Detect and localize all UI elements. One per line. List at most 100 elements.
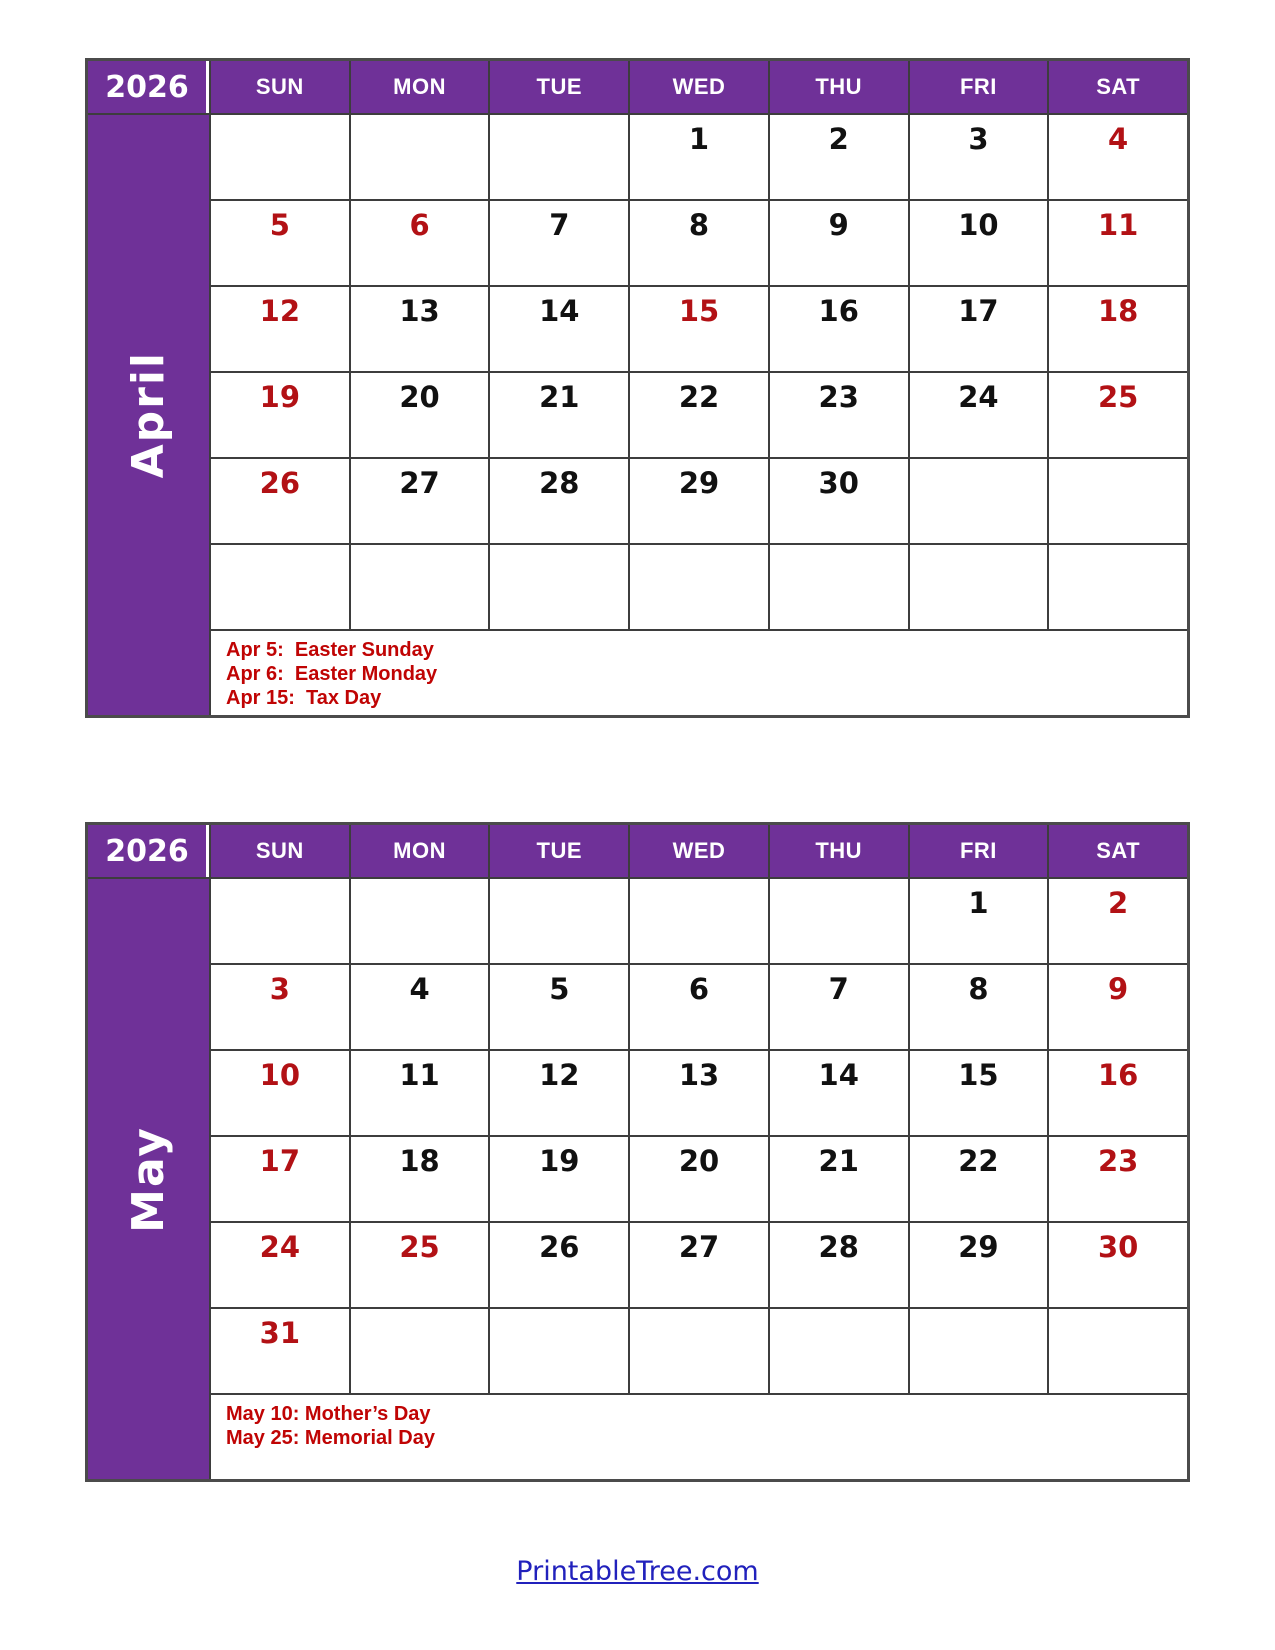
empty-date-cell: [211, 115, 349, 199]
empty-date-cell: [769, 545, 908, 629]
date-number: 6: [409, 208, 430, 242]
date-cell-april-13: 13: [350, 287, 489, 371]
day-header-sat: SAT: [1049, 61, 1187, 113]
date-cell-april-9: 9: [769, 201, 908, 285]
date-cell-may-6: 6: [630, 965, 768, 1049]
date-cell-april-15: 15: [630, 287, 768, 371]
date-number: 10: [958, 208, 999, 242]
day-header-sat: SAT: [1049, 825, 1187, 877]
date-number: 24: [259, 1230, 301, 1264]
month-label-may: May: [123, 1125, 174, 1233]
date-number: 29: [678, 466, 720, 500]
day-header-mon: MON: [350, 61, 489, 113]
date-number: 8: [968, 972, 989, 1006]
date-number: 29: [958, 1230, 999, 1264]
empty-date-cell: [630, 879, 768, 963]
day-header-sun: SUN: [211, 825, 349, 877]
year-badge-april: 2026: [88, 61, 209, 113]
holiday-entry: Apr 15: Tax Day: [226, 687, 382, 709]
date-cell-may-3: 3: [211, 965, 349, 1049]
holiday-notes-may: May 10: Mother’s Day May 25: Memorial Day: [211, 1395, 1187, 1479]
date-number: 22: [958, 1144, 999, 1178]
empty-date-cell: [350, 115, 489, 199]
date-cell-april-5: 5: [211, 201, 349, 285]
date-cell-may-9: 9: [1049, 965, 1187, 1049]
day-header-tue: TUE: [490, 61, 629, 113]
day-header-sun: SUN: [211, 61, 349, 113]
date-number: 4: [409, 972, 430, 1006]
date-cell-may-22: 22: [909, 1137, 1048, 1221]
date-number: 12: [539, 1058, 580, 1092]
month-label-april: April: [123, 351, 174, 479]
date-cell-may-4: 4: [350, 965, 489, 1049]
day-header-wed: WED: [630, 61, 768, 113]
holiday-entry: May 25: Memorial Day: [226, 1427, 435, 1449]
date-number: 7: [549, 208, 570, 242]
date-number: 26: [259, 466, 301, 500]
date-cell-april-3: 3: [909, 115, 1048, 199]
empty-date-cell: [909, 459, 1048, 543]
date-cell-april-25: 25: [1049, 373, 1187, 457]
day-header-thu: THU: [769, 61, 908, 113]
date-cell-april-11: 11: [1049, 201, 1187, 285]
date-number: 14: [539, 294, 580, 328]
empty-date-cell: [211, 545, 349, 629]
date-number: 5: [269, 208, 290, 242]
date-number: 9: [828, 208, 849, 242]
empty-date-cell: [490, 115, 629, 199]
date-number: 4: [1108, 122, 1129, 156]
date-number: 27: [399, 466, 440, 500]
footer-site-link[interactable]: PrintableTree.com: [516, 1556, 759, 1587]
calendars-container: 2026 SUN MON TUE WED THU FRI SAT April 1 2 3 4 5 6 7 8 9 1…: [85, 58, 1190, 1482]
date-cell-may-27: 27: [630, 1223, 768, 1307]
date-number: 3: [269, 972, 290, 1006]
date-cell-may-29: 29: [909, 1223, 1048, 1307]
date-number: 18: [399, 1144, 440, 1178]
empty-date-cell: [1049, 1309, 1187, 1393]
date-number: 25: [1097, 380, 1139, 414]
date-number: 14: [818, 1058, 859, 1092]
year-badge-may: 2026: [88, 825, 209, 877]
date-number: 19: [539, 1144, 580, 1178]
empty-date-cell: [350, 545, 489, 629]
date-number: 1: [688, 122, 710, 156]
date-number: 28: [539, 466, 580, 500]
empty-date-cell: [909, 1309, 1048, 1393]
date-number: 9: [1108, 972, 1129, 1006]
date-number: 13: [678, 1058, 720, 1092]
date-number: 16: [818, 294, 859, 328]
date-cell-april-6: 6: [350, 201, 489, 285]
date-cell-april-26: 26: [211, 459, 349, 543]
day-header-mon: MON: [350, 825, 489, 877]
date-cell-may-15: 15: [909, 1051, 1048, 1135]
date-number: 28: [818, 1230, 859, 1264]
date-cell-may-13: 13: [630, 1051, 768, 1135]
empty-date-cell: [490, 1309, 629, 1393]
date-number: 1: [968, 886, 989, 920]
calendar-april: 2026 SUN MON TUE WED THU FRI SAT April 1 2 3 4 5 6 7 8 9 1…: [85, 58, 1190, 718]
day-header-thu: THU: [769, 825, 908, 877]
date-number: 12: [259, 294, 301, 328]
date-cell-may-5: 5: [490, 965, 629, 1049]
date-number: 20: [399, 380, 440, 414]
date-number: 23: [1097, 1144, 1139, 1178]
date-cell-may-19: 19: [490, 1137, 629, 1221]
date-number: 19: [259, 380, 301, 414]
date-cell-april-24: 24: [909, 373, 1048, 457]
date-cell-april-21: 21: [490, 373, 629, 457]
date-cell-april-8: 8: [630, 201, 768, 285]
date-cell-april-29: 29: [630, 459, 768, 543]
date-cell-april-27: 27: [350, 459, 489, 543]
empty-date-cell: [490, 545, 629, 629]
empty-date-cell: [769, 1309, 908, 1393]
date-number: 26: [539, 1230, 580, 1264]
date-cell-may-1: 1: [909, 879, 1048, 963]
day-header-fri: FRI: [909, 61, 1048, 113]
empty-date-cell: [630, 1309, 768, 1393]
date-number: 30: [818, 466, 859, 500]
date-number: 16: [1097, 1058, 1139, 1092]
empty-date-cell: [490, 879, 629, 963]
month-sidebar-april: April: [88, 115, 209, 715]
empty-date-cell: [350, 879, 489, 963]
date-number: 8: [688, 208, 710, 242]
